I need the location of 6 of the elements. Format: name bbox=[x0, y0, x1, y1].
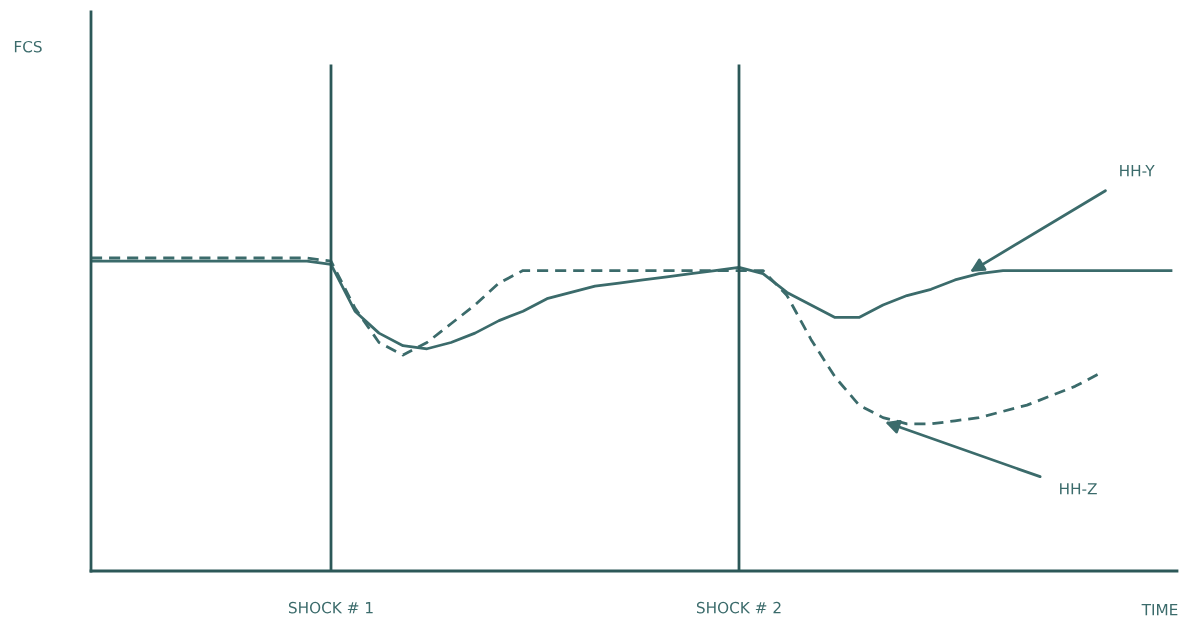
x-axis-title: TIME bbox=[1141, 604, 1178, 616]
text: FCS bbox=[14, 40, 42, 53]
x-tick-label: SHOCK # 2 bbox=[696, 601, 781, 614]
annotation: HH-Z bbox=[1060, 483, 1097, 495]
text: HH-Y bbox=[1120, 165, 1155, 177]
x-tick-label: SHOCK # 1 bbox=[288, 601, 373, 614]
